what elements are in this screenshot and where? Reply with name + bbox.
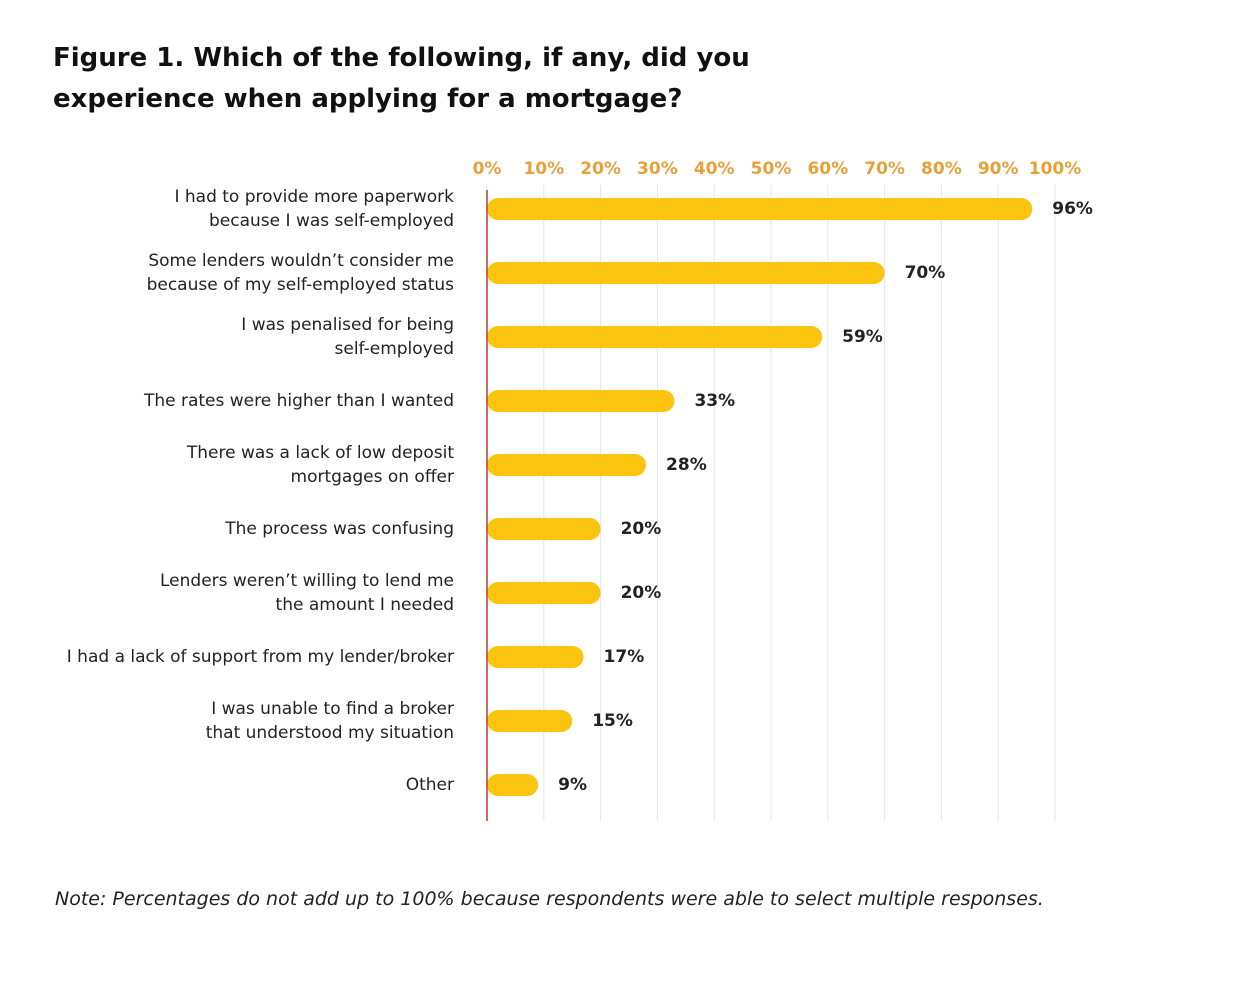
value-label: 20% <box>621 519 662 539</box>
category-label: The process was confusing <box>225 519 454 539</box>
category-label: Other <box>405 775 454 795</box>
bar <box>487 582 601 604</box>
category-label: The rates were higher than I wanted <box>143 391 454 411</box>
bar <box>487 198 1033 220</box>
bar <box>487 710 573 732</box>
bar <box>487 454 647 476</box>
bar <box>487 326 823 348</box>
x-tick-label: 50% <box>751 159 792 179</box>
value-label: 15% <box>592 711 633 731</box>
category-label: There was a lack of low deposit mortgage… <box>186 443 454 487</box>
x-tick-label: 10% <box>523 159 564 179</box>
bar <box>487 774 539 796</box>
category-label: I had to provide more paperwork because … <box>174 187 454 231</box>
category-label: Some lenders wouldn’t consider me becaus… <box>146 251 454 295</box>
note: Note: Percentages do not add up to 100% … <box>55 888 1044 910</box>
x-tick-label: 60% <box>807 159 848 179</box>
bar <box>487 518 601 540</box>
chart-title: Figure 1. Which of the following, if any… <box>53 43 750 114</box>
value-label: 59% <box>842 327 883 347</box>
value-label: 96% <box>1052 199 1093 219</box>
bar <box>487 390 675 412</box>
value-label: 17% <box>604 647 645 667</box>
value-label: 20% <box>621 583 662 603</box>
category-label: Lenders weren’t willing to lend me the a… <box>160 571 454 615</box>
bar <box>487 262 885 284</box>
bar <box>487 646 584 668</box>
category-label: I was penalised for being self-employed <box>241 315 454 359</box>
category-label: I was unable to find a broker that under… <box>205 699 454 743</box>
x-tick-label: 80% <box>921 159 962 179</box>
category-label: I had a lack of support from my lender/b… <box>66 647 454 667</box>
x-tick-label: 0% <box>473 159 502 179</box>
x-tick-label: 40% <box>694 159 735 179</box>
x-tick-label: 70% <box>864 159 905 179</box>
x-tick-label: 90% <box>978 159 1019 179</box>
value-label: 9% <box>558 775 587 795</box>
value-label: 28% <box>666 455 707 475</box>
x-tick-label: 20% <box>580 159 621 179</box>
value-label: 70% <box>905 263 946 283</box>
value-label: 33% <box>694 391 735 411</box>
x-tick-label: 100% <box>1029 159 1082 179</box>
x-tick-label: 30% <box>637 159 678 179</box>
